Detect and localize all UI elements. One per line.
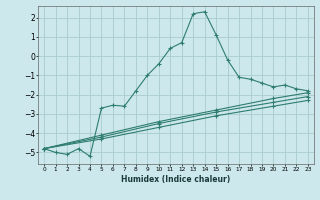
X-axis label: Humidex (Indice chaleur): Humidex (Indice chaleur)	[121, 175, 231, 184]
